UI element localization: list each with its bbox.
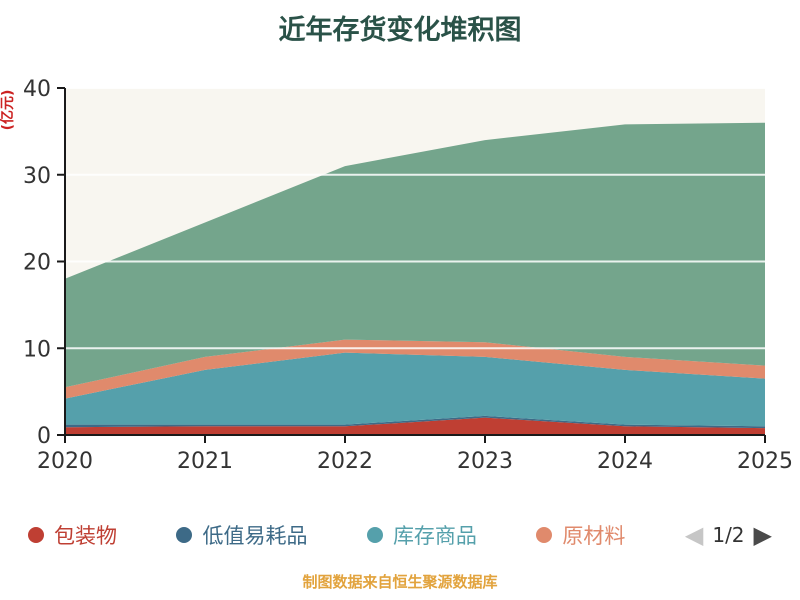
area-series-4: [65, 122, 765, 388]
legend-label: 库存商品: [392, 524, 477, 548]
y-tick-label: 20: [23, 251, 51, 276]
legend-dot-icon: [366, 527, 383, 543]
y-tick-label: 30: [23, 164, 51, 189]
stacked-area-chart: 0 10 20 30 40 2020 2021 2022 2023 2024 2025: [0, 60, 800, 480]
area-series-2: [65, 352, 765, 427]
x-tick-label: 2023: [457, 449, 513, 474]
stacked-area-plot: 0 10 20 30 40 2020 2021 2022 2023 2024 2025: [23, 77, 793, 474]
legend-pager: ◀ 1/2 ▶: [685, 523, 772, 547]
legend-label: 低值易耗品: [202, 524, 308, 548]
legend-page-indicator: 1/2: [712, 523, 745, 547]
x-tick-label: 2021: [177, 449, 233, 474]
legend-label: 原材料: [562, 524, 626, 548]
legend-dot-icon: [536, 527, 553, 543]
area-series-1: [65, 415, 765, 429]
legend-prev-button[interactable]: ◀: [684, 521, 704, 549]
y-tick-label: 10: [23, 337, 51, 362]
legend-label: 包装物: [54, 524, 117, 548]
legend-item-0[interactable]: 包装物: [28, 520, 117, 550]
legend-next-button[interactable]: ▶: [753, 521, 772, 549]
x-tick-label: 2025: [737, 449, 793, 474]
legend-dot-icon: [176, 527, 193, 543]
legend-dot-icon: [28, 527, 44, 543]
area-series-0: [65, 417, 765, 435]
legend-item-3[interactable]: 原材料: [536, 520, 625, 550]
y-tick-label: 0: [37, 424, 51, 449]
x-tick-label: 2024: [597, 449, 653, 474]
data-source-note: 制图数据来自恒生聚源数据库: [302, 573, 498, 591]
legend: 包装物 低值易耗品 库存商品 原材料 ◀ 1/2 ▶: [0, 512, 800, 558]
legend-item-2[interactable]: 库存商品: [366, 520, 477, 550]
legend-item-1[interactable]: 低值易耗品: [176, 520, 307, 550]
y-tick-label: 40: [23, 77, 51, 102]
x-tick-label: 2020: [37, 449, 93, 474]
chart-title: 近年存货变化堆积图: [278, 15, 522, 46]
area-series-3: [65, 339, 765, 399]
x-tick-label: 2022: [317, 449, 373, 474]
